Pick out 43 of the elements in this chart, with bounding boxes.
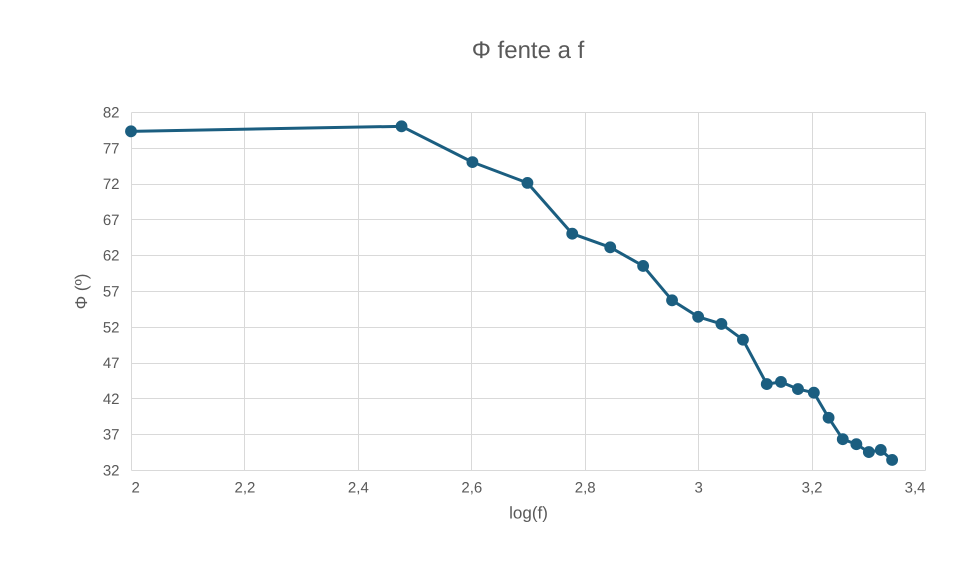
- point: [396, 120, 408, 132]
- x-tick-label: 2,2: [234, 480, 256, 496]
- point: [522, 176, 534, 189]
- chart-title: Φ fente a f: [472, 37, 585, 64]
- y-tick-label: 62: [102, 248, 120, 265]
- point: [604, 241, 616, 254]
- y-tick-label: 72: [102, 176, 120, 194]
- y-tick-label: 57: [102, 284, 120, 300]
- point: [862, 446, 875, 458]
- point: [850, 438, 862, 450]
- point: [125, 125, 137, 138]
- x-tick-label: 3,2: [802, 480, 822, 496]
- point: [466, 156, 478, 168]
- point: [666, 294, 678, 306]
- point: [737, 334, 749, 346]
- y-tick-label: 67: [102, 212, 120, 229]
- x-tick-label: 3: [694, 480, 703, 496]
- y-tick-label: 37: [102, 426, 120, 444]
- point: [775, 376, 787, 388]
- x-tick-label: 2,6: [461, 480, 482, 496]
- x-tick-label: 2,8: [574, 480, 596, 496]
- point: [637, 260, 650, 272]
- y-tick-label: 52: [102, 319, 120, 336]
- point: [792, 383, 804, 395]
- y-axis-title: Φ (º): [72, 274, 91, 310]
- y-tick-label: 32: [102, 462, 120, 480]
- y-tick-label: 82: [102, 104, 120, 122]
- point: [760, 378, 773, 390]
- y-tick-label: 42: [102, 390, 120, 408]
- x-tick-label: 3,4: [904, 480, 926, 496]
- point: [874, 444, 887, 456]
- x-axis-title: log(f): [509, 504, 548, 522]
- point: [836, 433, 849, 446]
- point: [715, 318, 728, 330]
- point: [692, 310, 704, 323]
- y-tick-label: 77: [102, 140, 120, 158]
- x-tick-label: 2,4: [348, 480, 369, 496]
- point: [808, 386, 820, 399]
- point: [822, 412, 834, 424]
- y-tick-label: 47: [102, 355, 120, 372]
- x-tick-label: 2: [132, 480, 140, 496]
- point: [886, 454, 898, 466]
- point: [566, 228, 578, 240]
